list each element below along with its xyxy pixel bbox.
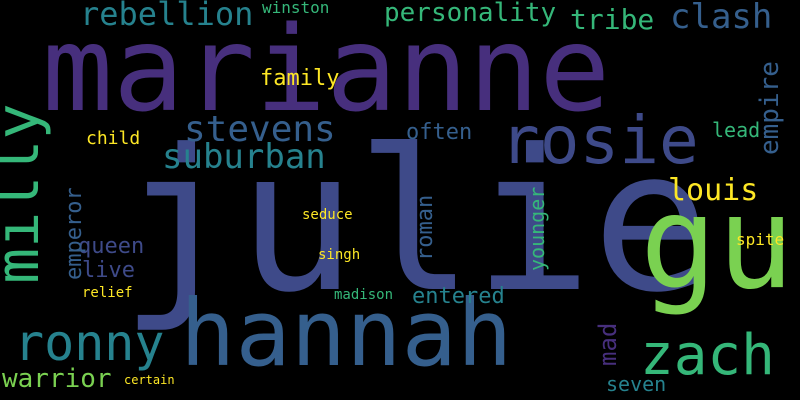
word-clash: clash [670, 0, 773, 37]
word-warrior: warrior [2, 364, 112, 394]
word-spite: spite [736, 230, 785, 249]
word-gu: gu [640, 169, 795, 318]
word-family: family [260, 66, 340, 91]
word-certain: certain [124, 373, 175, 387]
word-rosie: rosie [500, 102, 699, 179]
word-seven: seven [606, 372, 667, 396]
word-seduce: seduce [302, 207, 353, 223]
word-relief: relief [82, 285, 133, 301]
word-emperor: emperor [62, 187, 87, 280]
word-louis: louis [668, 173, 759, 208]
word-suburban: suburban [162, 137, 326, 177]
word-younger: younger [525, 186, 549, 271]
word-live: live [82, 258, 135, 283]
word-julie: julie [120, 108, 711, 336]
word-hannah: hannah [180, 280, 513, 387]
word-roman: roman [413, 194, 438, 261]
word-entered: entered [412, 284, 505, 309]
word-singh: singh [318, 247, 361, 263]
word-often: often [406, 120, 473, 145]
word-ronny: ronny [14, 314, 165, 372]
word-milly: milly [0, 103, 53, 284]
word-child: child [86, 128, 141, 149]
word-empire: empire [755, 61, 785, 155]
word-lead: lead [712, 118, 761, 142]
word-personality: personality [384, 0, 557, 28]
word-rebellion: rebellion [80, 0, 254, 33]
word-winston: winston [262, 0, 330, 17]
word-queen: queen [78, 234, 145, 259]
word-marianne: marianne [42, 0, 611, 138]
word-mad: mad [594, 322, 622, 366]
word-zach: zach [640, 323, 775, 388]
word-stevens: stevens [184, 109, 336, 150]
word-tribe: tribe [570, 3, 655, 36]
word-madison: madison [334, 287, 394, 303]
